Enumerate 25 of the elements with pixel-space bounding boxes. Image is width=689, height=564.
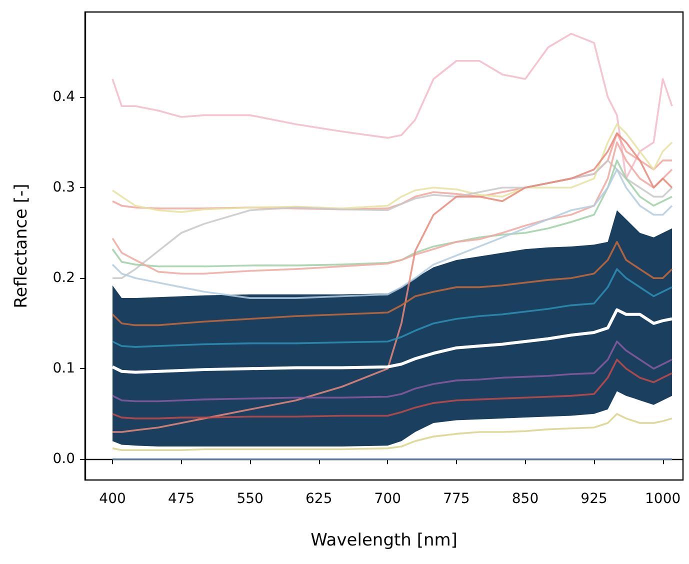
line-series — [112, 358, 673, 420]
x-tick-label: 700 — [374, 491, 402, 507]
y-tick-label: 0.1 — [52, 360, 75, 377]
y-tick-label: 0.2 — [52, 270, 75, 286]
x-axis-title: Wavelength [nm] — [310, 530, 458, 550]
x-tick-label: 925 — [580, 491, 608, 507]
line-series — [112, 340, 673, 402]
line-series — [112, 241, 673, 326]
x-tick-label: 475 — [168, 491, 195, 507]
line-series — [112, 268, 673, 348]
x-tick-label: 400 — [99, 491, 126, 507]
line-series — [112, 413, 673, 452]
y-axis-title: Reflectance [-] — [12, 184, 32, 308]
x-tick-label: 775 — [443, 491, 470, 507]
y-tick-label: 0.0 — [52, 451, 75, 468]
x-tick-label: 1000 — [645, 491, 681, 507]
x-tick-label: 850 — [512, 491, 539, 507]
line-series — [112, 32, 673, 180]
line-series — [111, 308, 674, 374]
x-tick-label: 625 — [306, 491, 332, 507]
line-series — [112, 132, 673, 433]
x-tick-label: 550 — [236, 491, 264, 507]
y-tick-label: 0.4 — [52, 89, 76, 106]
y-tick-label: 0.3 — [52, 180, 75, 196]
line-series — [112, 168, 673, 299]
